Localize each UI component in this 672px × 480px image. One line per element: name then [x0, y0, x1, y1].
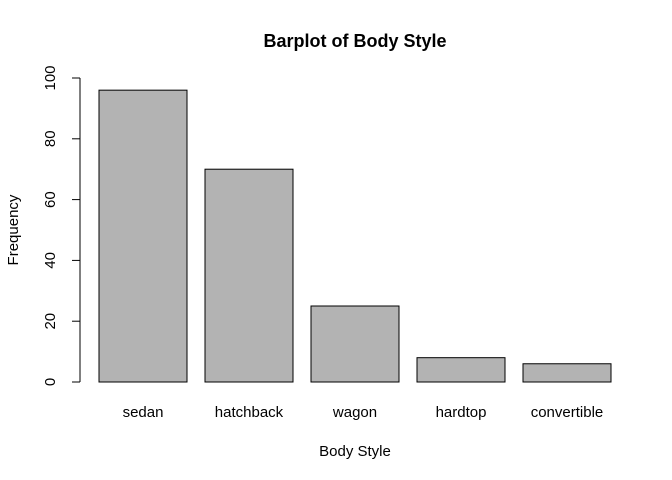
bars-group	[98, 89, 612, 383]
x-axis-label: Body Style	[319, 443, 391, 460]
bar-hatchback	[204, 168, 294, 383]
x-tick-labels: sedan hatchback wagon hardtop convertible	[123, 404, 604, 421]
y-tick-label: 100	[42, 65, 59, 90]
bar-hardtop	[416, 357, 506, 383]
y-tick-label: 20	[42, 313, 59, 330]
y-tick-label: 0	[42, 378, 59, 386]
x-tick-label-hardtop: hardtop	[436, 404, 487, 421]
x-tick-label-wagon: wagon	[332, 404, 377, 421]
chart-title: Barplot of Body Style	[263, 31, 446, 51]
y-tick-label: 40	[42, 252, 59, 269]
x-tick-label-hatchback: hatchback	[215, 404, 284, 421]
y-axis: 0 20 40 60 80 100	[42, 65, 81, 386]
bar-wagon	[310, 305, 400, 383]
bar-sedan	[98, 89, 188, 383]
y-axis-label: Frequency	[5, 194, 22, 265]
x-tick-label-sedan: sedan	[123, 404, 164, 421]
x-tick-label-convertible: convertible	[531, 404, 604, 421]
y-tick-label: 60	[42, 191, 59, 208]
y-tick-label: 80	[42, 130, 59, 147]
bar-convertible	[522, 363, 612, 383]
